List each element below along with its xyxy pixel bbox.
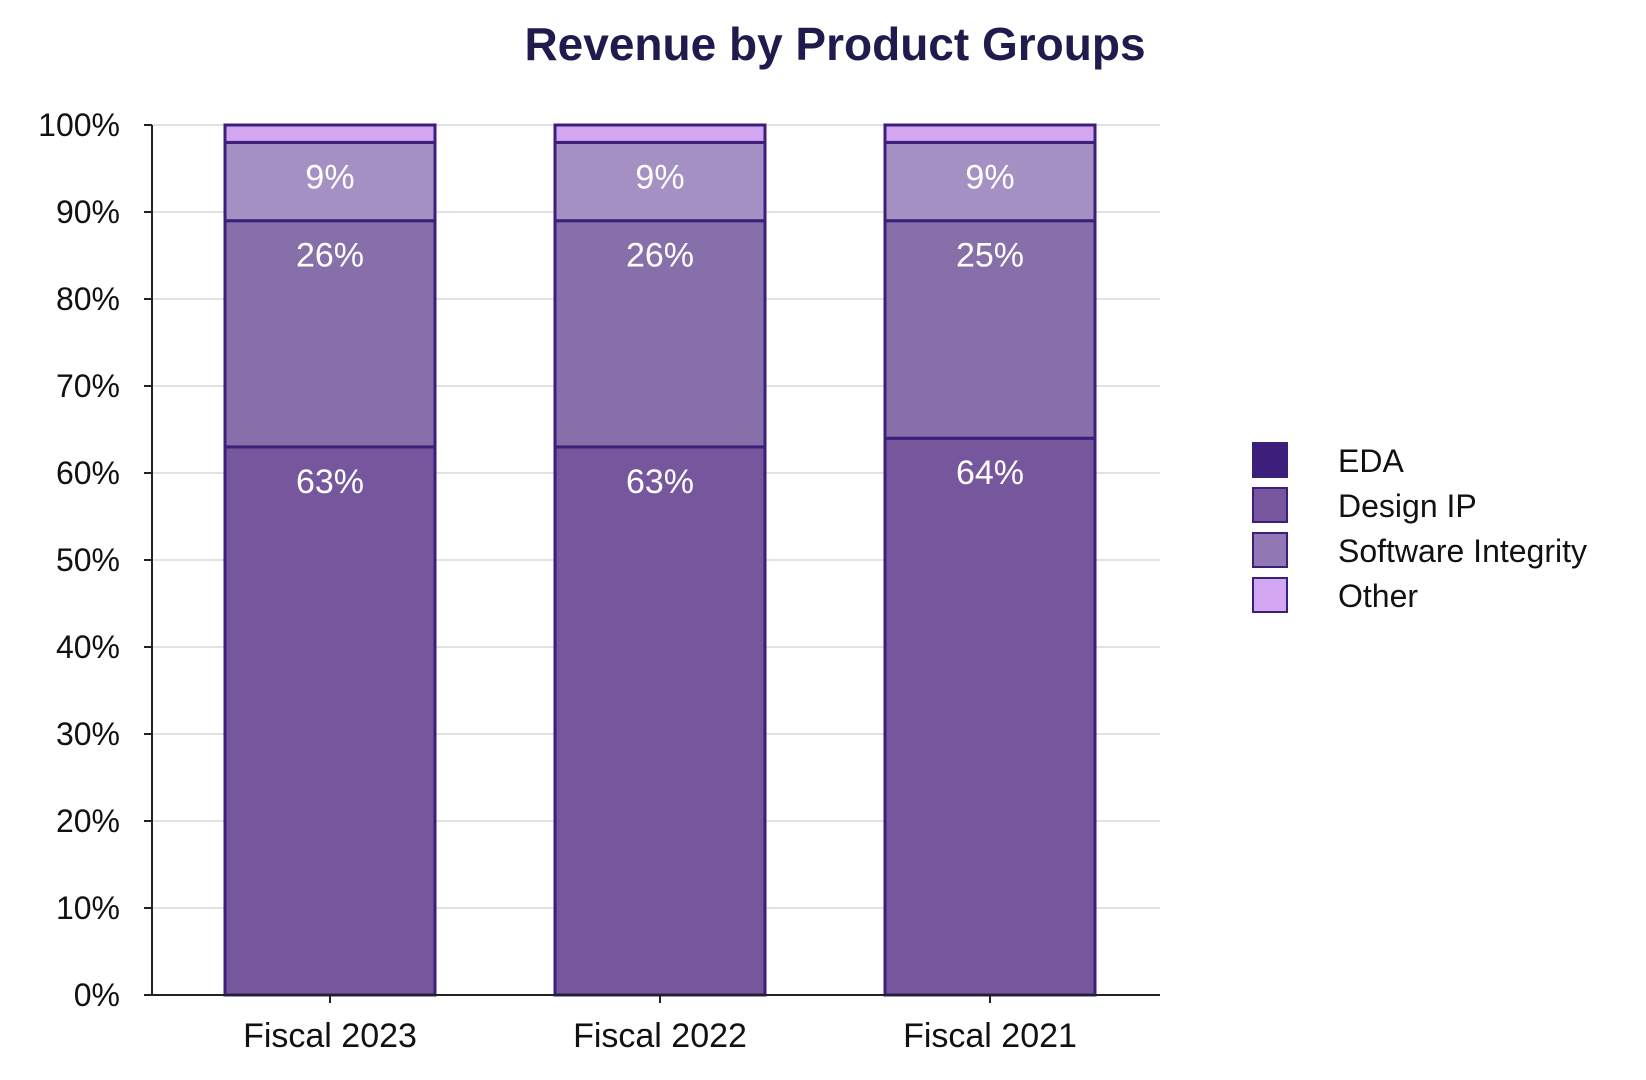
data-label: 26% xyxy=(626,237,694,275)
data-label: 9% xyxy=(965,158,1014,196)
chart-title: Revenue by Product Groups xyxy=(524,18,1145,70)
bar-segment xyxy=(883,123,1097,144)
y-tick-labels: 0% 10% 20% 30% 40% 50% 60% 70% 80% 90% 100% xyxy=(38,107,120,1013)
data-label: 25% xyxy=(956,237,1024,275)
legend-swatch xyxy=(1252,577,1288,613)
x-tick-label: Fiscal 2021 xyxy=(903,1017,1077,1055)
bar-segment xyxy=(883,436,1097,997)
legend-swatch xyxy=(1252,487,1288,523)
legend: EDA Design IP Software Integrity Other xyxy=(1252,442,1587,614)
bar-segment xyxy=(223,123,437,144)
bar-segment xyxy=(883,140,1097,223)
legend-label: Other xyxy=(1338,578,1418,614)
legend-swatch xyxy=(1252,532,1288,568)
y-tick-label: 100% xyxy=(38,107,120,143)
y-tick-label: 30% xyxy=(56,716,120,752)
data-label: 64% xyxy=(956,454,1024,492)
y-tick-label: 0% xyxy=(74,977,120,1013)
bar-segment xyxy=(883,219,1097,440)
y-tick-label: 80% xyxy=(56,281,120,317)
y-tick-label: 40% xyxy=(56,629,120,665)
x-tick-label: Fiscal 2022 xyxy=(573,1017,747,1055)
legend-label: Design IP xyxy=(1338,488,1477,524)
bar-segment xyxy=(553,445,767,997)
bar-labels: 63% 26% 9% 63% 26% 9% 64% 25% 9% xyxy=(296,158,1024,501)
y-tick-label: 20% xyxy=(56,803,120,839)
y-tick-label: 70% xyxy=(56,368,120,404)
axes xyxy=(151,125,1160,996)
bar-segment xyxy=(553,219,767,449)
bar-segment xyxy=(223,445,437,997)
legend-label: Software Integrity xyxy=(1338,533,1587,569)
bars xyxy=(223,123,1097,997)
x-tick-label: Fiscal 2023 xyxy=(243,1017,417,1055)
data-label: 63% xyxy=(296,463,364,501)
data-label: 9% xyxy=(305,158,354,196)
bar-segment xyxy=(553,123,767,144)
bar-segment xyxy=(223,219,437,449)
legend-swatch xyxy=(1252,442,1288,478)
data-label: 26% xyxy=(296,237,364,275)
y-tick-label: 60% xyxy=(56,455,120,491)
y-tick-label: 10% xyxy=(56,890,120,926)
y-tick-label: 50% xyxy=(56,542,120,578)
x-tick-labels: Fiscal 2023 Fiscal 2022 Fiscal 2021 xyxy=(243,995,1077,1055)
data-label: 9% xyxy=(635,158,684,196)
y-tick-label: 90% xyxy=(56,194,120,230)
legend-label: EDA xyxy=(1338,443,1404,479)
data-label: 63% xyxy=(626,463,694,501)
